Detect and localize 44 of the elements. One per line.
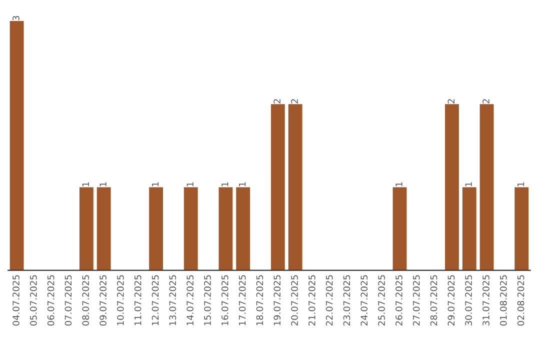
x-tick-label: 24.07.2025 xyxy=(360,275,368,326)
x-tick-label: 01.08.2025 xyxy=(500,275,507,326)
x-tick-label: 07.07.2025 xyxy=(64,275,72,326)
data-label: 1 xyxy=(465,182,472,186)
x-tick-label: 02.08.2025 xyxy=(517,275,524,326)
data-label: 2 xyxy=(482,99,490,104)
x-tick-label: 27.07.2025 xyxy=(412,275,420,326)
data-label: 1 xyxy=(238,182,246,186)
data-label: 3 xyxy=(12,16,20,20)
x-tick-label: 25.07.2025 xyxy=(378,275,385,326)
x-tick-label: 06.07.2025 xyxy=(47,275,54,326)
x-tick-label: 12.07.2025 xyxy=(152,275,159,326)
x-tick-label: 04.07.2025 xyxy=(12,275,20,326)
data-label: 2 xyxy=(448,99,454,104)
x-tick-label: 23.07.2025 xyxy=(343,275,350,326)
data-label: 1 xyxy=(82,182,89,186)
x-tick-label: 11.07.2025 xyxy=(134,275,142,326)
data-label: 1 xyxy=(152,182,159,186)
x-tick-label: 29.07.2025 xyxy=(448,275,455,326)
x-tick-label: 13.07.2025 xyxy=(169,275,176,326)
x-tick-label: 21.07.2025 xyxy=(308,275,316,326)
x-tick-label: 26.07.2025 xyxy=(396,275,402,326)
x-tick-label: 19.07.2025 xyxy=(274,275,281,326)
x-tick-label: 17.07.2025 xyxy=(238,275,246,326)
x-tick-label: 14.07.2025 xyxy=(186,275,194,326)
x-tick-label: 31.07.2025 xyxy=(482,275,490,326)
x-tick-label: 10.07.2025 xyxy=(117,275,124,326)
x-tick-label: 09.07.2025 xyxy=(100,275,106,326)
data-label: 1 xyxy=(517,182,524,186)
data-label: 1 xyxy=(186,182,194,186)
x-tick-label: 16.07.2025 xyxy=(221,275,228,326)
x-tick-label: 20.07.2025 xyxy=(291,275,298,326)
data-label: 1 xyxy=(100,182,106,186)
x-tick-label: 22.07.2025 xyxy=(326,275,333,326)
x-tick-label: 30.07.2025 xyxy=(465,275,472,326)
data-label: 2 xyxy=(291,99,298,104)
x-tick-label: 28.07.2025 xyxy=(430,275,438,326)
x-tick-label: 08.07.2025 xyxy=(82,275,90,326)
x-tick-label: 05.07.2025 xyxy=(30,275,37,326)
data-label: 1 xyxy=(222,182,228,186)
x-tick-label: 15.07.2025 xyxy=(204,275,211,326)
data-label: 1 xyxy=(396,182,402,186)
x-tick-label: 18.07.2025 xyxy=(256,275,264,326)
data-label: 2 xyxy=(274,99,280,104)
